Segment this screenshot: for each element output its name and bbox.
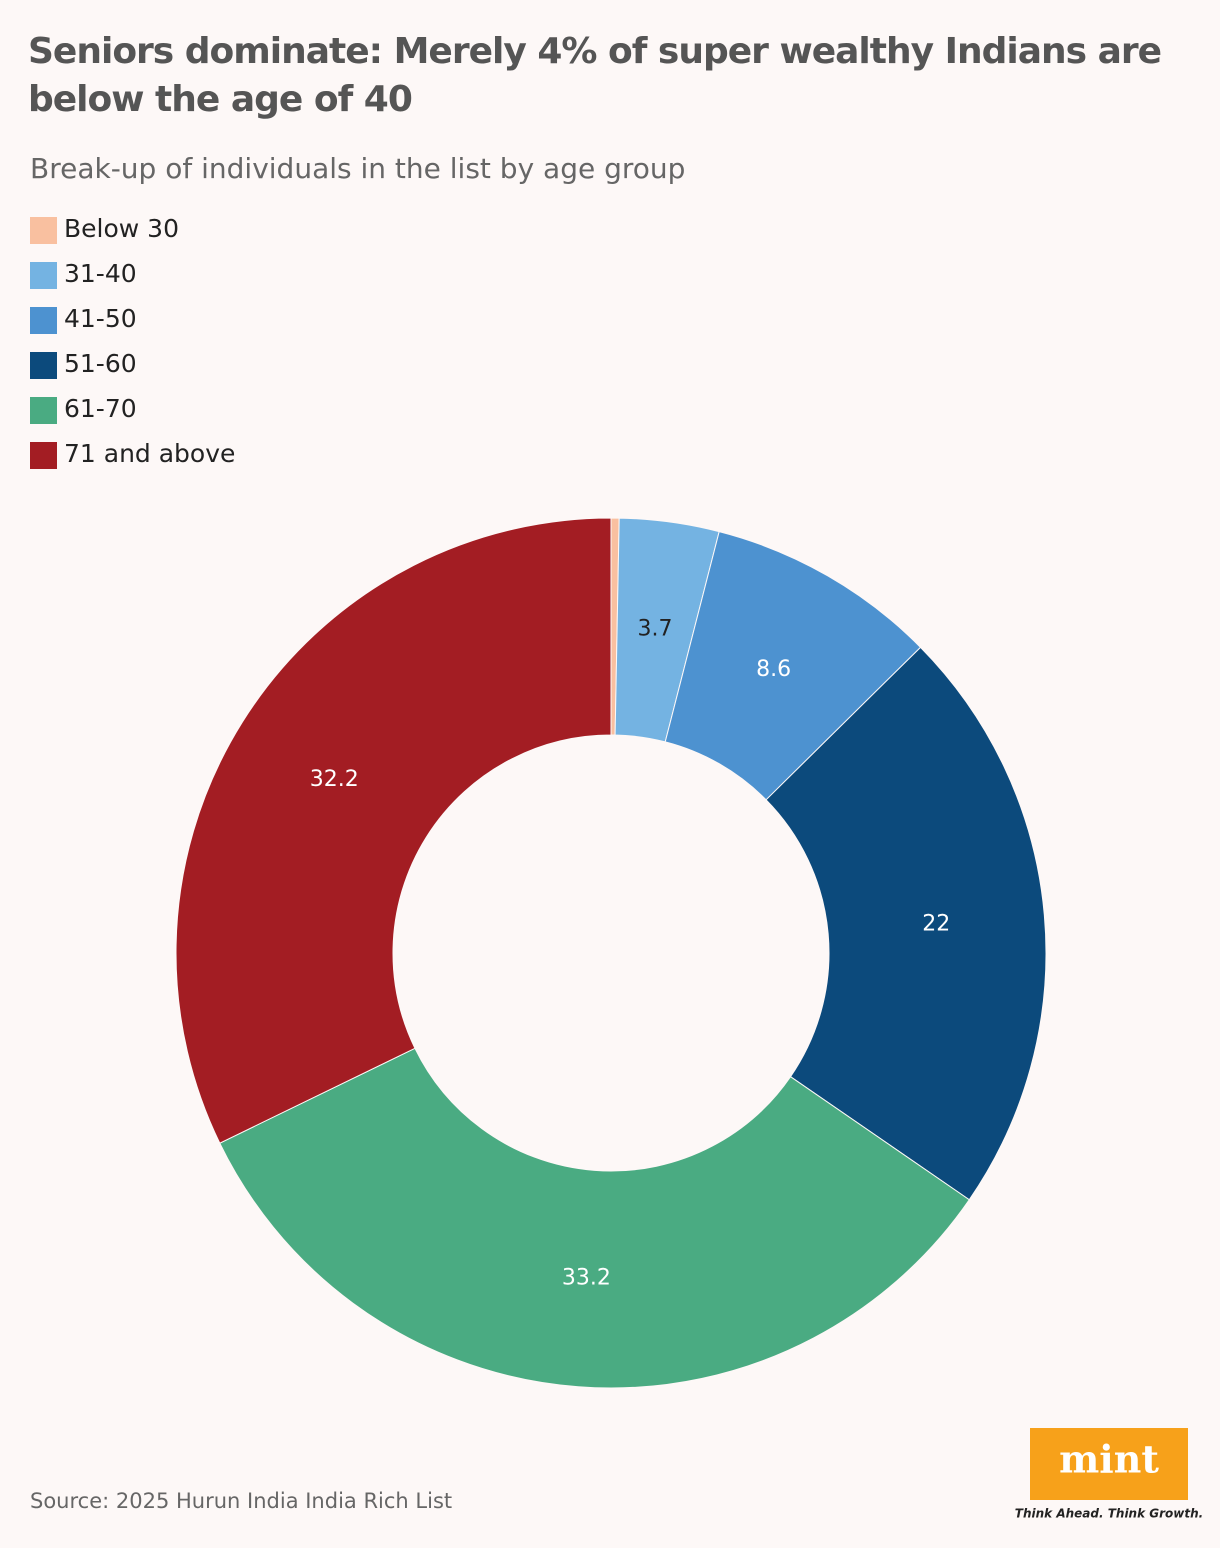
legend-label: 61-70 [64,394,137,423]
legend-label: 31-40 [64,259,137,288]
logo-text: mint [1059,1437,1159,1482]
logo-tagline: Think Ahead. Think Growth. [1015,1507,1203,1521]
legend-swatch [30,352,57,379]
donut-segment [219,1047,970,1389]
legend-swatch [30,262,57,289]
legend-label: 71 and above [64,439,235,468]
data-label: 8.6 [756,657,791,682]
source: Source: 2025 Hurun India India Rich List [30,1489,452,1513]
donut-segment [765,646,1047,1201]
legend-label: 41-50 [64,304,137,333]
data-label: 3.7 [637,616,672,641]
data-label: 22 [922,911,950,936]
legend-swatch [30,442,57,469]
logo-box [1030,1428,1188,1500]
legend-label: Below 30 [64,214,179,243]
title-box: Seniors dominate: Merely 4% of super wea… [28,31,1162,120]
legend-label: 51-60 [64,349,137,378]
donut-segment [175,517,612,1144]
chart-title: Seniors dominate: Merely 4% of super wea… [28,31,1162,120]
data-label: 32.2 [310,767,359,792]
chart-subtitle: Break-up of individuals in the list by a… [30,152,685,185]
data-label: 33.2 [562,1266,611,1291]
legend-swatch [30,397,57,424]
legend-swatch [30,217,57,244]
legend-swatch [30,307,57,334]
